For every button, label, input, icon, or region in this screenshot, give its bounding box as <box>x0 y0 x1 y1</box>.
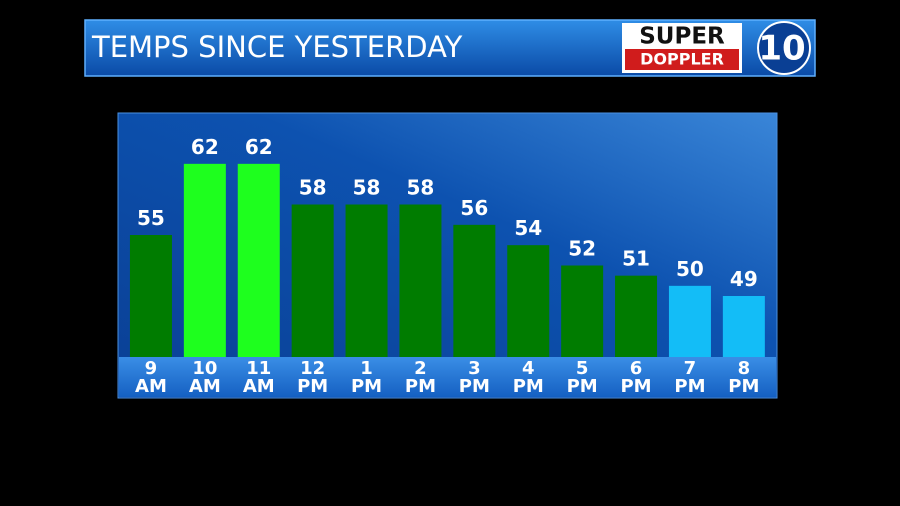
x-tick-label: 11 AM <box>242 358 275 397</box>
x-tick-label: 5 PM <box>566 358 598 397</box>
x-tick-label: 10 AM <box>188 358 221 397</box>
value-label: 58 <box>299 176 327 200</box>
chart-title: TEMPS SINCE YESTERDAY <box>91 30 463 64</box>
value-label: 58 <box>407 176 435 200</box>
bar <box>399 204 442 357</box>
panel <box>117 112 778 399</box>
value-label: 62 <box>245 135 273 159</box>
x-tick-label: 2 PM <box>404 358 436 397</box>
logo-red <box>625 49 739 70</box>
value-label: 55 <box>137 206 165 230</box>
logo-circle <box>757 21 811 75</box>
bar <box>453 224 496 357</box>
bar <box>183 163 226 357</box>
x-tick-label: 4 PM <box>512 358 544 397</box>
value-label: 50 <box>676 257 704 281</box>
bar <box>722 296 765 357</box>
value-label: 58 <box>353 176 381 200</box>
bar <box>615 275 658 357</box>
value-label: 52 <box>568 237 596 261</box>
logo-bottom: DOPPLER <box>640 50 724 69</box>
logo-number: 10 <box>758 29 805 69</box>
value-label: 62 <box>191 135 219 159</box>
x-tick-label: 12 PM <box>297 358 329 397</box>
value-label: 49 <box>730 267 758 291</box>
value-label: 56 <box>460 196 488 220</box>
bar <box>129 235 172 357</box>
x-tick-label: 7 PM <box>674 358 706 397</box>
bar <box>345 204 388 357</box>
bar <box>507 245 550 357</box>
x-tick-label: 8 PM <box>728 358 760 397</box>
x-tick-label: 9 AM <box>135 358 167 397</box>
bar <box>291 204 334 357</box>
bar <box>237 163 280 357</box>
label-band <box>119 357 776 397</box>
x-tick-label: 3 PM <box>458 358 490 397</box>
x-tick-label: 1 PM <box>350 358 383 397</box>
value-label: 54 <box>514 216 542 240</box>
bar <box>668 285 711 357</box>
x-tick-label: 6 PM <box>620 358 652 397</box>
logo-top: SUPER <box>639 24 725 50</box>
bar <box>561 265 604 357</box>
value-label: 51 <box>622 247 650 271</box>
